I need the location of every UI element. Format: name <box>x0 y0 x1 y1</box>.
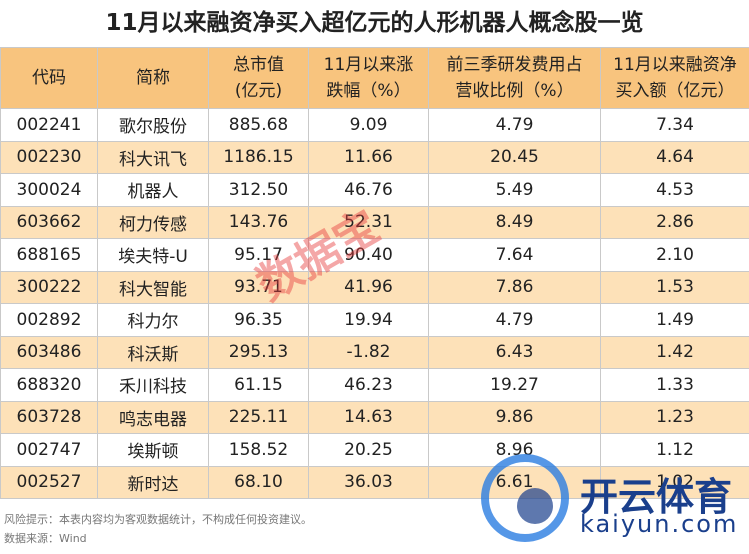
table-cell: 295.13 <box>208 335 309 369</box>
column-header: 简称 <box>97 47 209 109</box>
table-cell: -1.82 <box>308 335 429 369</box>
table-cell: 1.33 <box>600 368 749 402</box>
table-cell: 4.79 <box>428 303 601 337</box>
table-cell: 鸣志电器 <box>97 400 209 434</box>
table-cell: 6.61 <box>428 465 601 499</box>
table: 代码 简称 总市值 (亿元) 11月以来涨 跌幅（%） 前三季研发费用占 营收比例（%）… <box>0 47 749 499</box>
table-cell: 9.09 <box>308 108 429 142</box>
table-cell: 603728 <box>0 400 98 434</box>
table-cell: 002230 <box>0 140 98 174</box>
table-cell: 4.79 <box>428 108 601 142</box>
table-cell: 4.53 <box>600 173 749 207</box>
table-cell: 46.23 <box>308 368 429 402</box>
table-cell: 603486 <box>0 335 98 369</box>
table-cell: 11.66 <box>308 140 429 174</box>
table-cell: 46.76 <box>308 173 429 207</box>
title: 11月以来融资净买入超亿元的人形机器人概念股一览 <box>105 10 644 36</box>
source: 数据来源：Wind <box>4 532 87 545</box>
table-cell: 61.15 <box>208 368 309 402</box>
table-cell: 20.25 <box>308 433 429 467</box>
table-cell: 20.45 <box>428 140 601 174</box>
table-cell: 68.10 <box>208 465 309 499</box>
table-cell: 002892 <box>0 303 98 337</box>
table-cell: 4.64 <box>600 140 749 174</box>
table-row: 603662 柯力传感 143.76 52.31 8.49 2.86 <box>0 205 749 239</box>
column-header: 11月以来融资净 买入额（亿元） <box>600 47 749 109</box>
table-row: 688165 埃夫特-U 95.17 90.40 7.64 2.10 <box>0 238 749 272</box>
watermark-url: kaiyun.com <box>580 510 739 538</box>
table-cell: 6.43 <box>428 335 601 369</box>
table-cell: 312.50 <box>208 173 309 207</box>
table-cell: 机器人 <box>97 173 209 207</box>
table-cell: 柯力传感 <box>97 205 209 239</box>
column-header: 总市值 (亿元) <box>208 47 309 109</box>
table-cell: 科沃斯 <box>97 335 209 369</box>
table-cell: 19.94 <box>308 303 429 337</box>
table-cell: 93.71 <box>208 270 309 304</box>
table-cell: 300222 <box>0 270 98 304</box>
table-cell: 科大讯飞 <box>97 140 209 174</box>
table-cell: 1.02 <box>600 465 749 499</box>
table-row: 300024 机器人 312.50 46.76 5.49 4.53 <box>0 173 749 207</box>
table-cell: 歌尔股份 <box>97 108 209 142</box>
table-cell: 1186.15 <box>208 140 309 174</box>
table-cell: 225.11 <box>208 400 309 434</box>
table-cell: 新时达 <box>97 465 209 499</box>
table-row: 002241 歌尔股份 885.68 9.09 4.79 7.34 <box>0 108 749 142</box>
table-cell: 36.03 <box>308 465 429 499</box>
table-cell: 90.40 <box>308 238 429 272</box>
table-cell: 19.27 <box>428 368 601 402</box>
table-cell: 科力尔 <box>97 303 209 337</box>
column-header: 代码 <box>0 47 98 109</box>
table-cell: 300024 <box>0 173 98 207</box>
table-cell: 禾川科技 <box>97 368 209 402</box>
table-cell: 158.52 <box>208 433 309 467</box>
table-cell: 7.64 <box>428 238 601 272</box>
table-cell: 1.49 <box>600 303 749 337</box>
table-cell: 688165 <box>0 238 98 272</box>
table-cell: 95.17 <box>208 238 309 272</box>
table-cell: 2.86 <box>600 205 749 239</box>
table-row: 300222 科大智能 93.71 41.96 7.86 1.53 <box>0 270 749 304</box>
table-row: 002230 科大讯飞 1186.15 11.66 20.45 4.64 <box>0 140 749 174</box>
table-cell: 002241 <box>0 108 98 142</box>
table-cell: 8.49 <box>428 205 601 239</box>
table-cell: 埃夫特-U <box>97 238 209 272</box>
table-cell: 埃斯顿 <box>97 433 209 467</box>
table-cell: 002747 <box>0 433 98 467</box>
table-cell: 1.53 <box>600 270 749 304</box>
table-cell: 96.35 <box>208 303 309 337</box>
table-cell: 5.49 <box>428 173 601 207</box>
table-cell: 9.86 <box>428 400 601 434</box>
risk-note: 风险提示：本表内容均为客观数据统计，不构成任何投资建议。 <box>4 513 312 526</box>
table-row: 603486 科沃斯 295.13 -1.82 6.43 1.42 <box>0 335 749 369</box>
watermark-brand: 开云体育 <box>580 475 733 519</box>
table-cell: 1.42 <box>600 335 749 369</box>
table-cell: 7.34 <box>600 108 749 142</box>
table-row: 002892 科力尔 96.35 19.94 4.79 1.49 <box>0 303 749 337</box>
column-header: 11月以来涨 跌幅（%） <box>308 47 429 109</box>
table-cell: 1.12 <box>600 433 749 467</box>
table-row: 002527 新时达 68.10 36.03 6.61 1.02 <box>0 465 749 499</box>
header-row: 代码 简称 总市值 (亿元) 11月以来涨 跌幅（%） 前三季研发费用占 营收比例（%）… <box>0 47 749 109</box>
table-cell: 科大智能 <box>97 270 209 304</box>
table-cell: 2.10 <box>600 238 749 272</box>
table-cell: 688320 <box>0 368 98 402</box>
table-cell: 1.23 <box>600 400 749 434</box>
table-body: 002241 歌尔股份 885.68 9.09 4.79 7.34 002230 科大讯飞 11… <box>0 108 749 499</box>
table-cell: 002527 <box>0 465 98 499</box>
table-cell: 14.63 <box>308 400 429 434</box>
column-header: 前三季研发费用占 营收比例（%） <box>428 47 601 109</box>
table-cell: 7.86 <box>428 270 601 304</box>
table-row: 688320 禾川科技 61.15 46.23 19.27 1.33 <box>0 368 749 402</box>
table-cell: 885.68 <box>208 108 309 142</box>
table-cell: 52.31 <box>308 205 429 239</box>
table-cell: 603662 <box>0 205 98 239</box>
table-row: 603728 鸣志电器 225.11 14.63 9.86 1.23 <box>0 400 749 434</box>
logo <box>481 454 569 542</box>
